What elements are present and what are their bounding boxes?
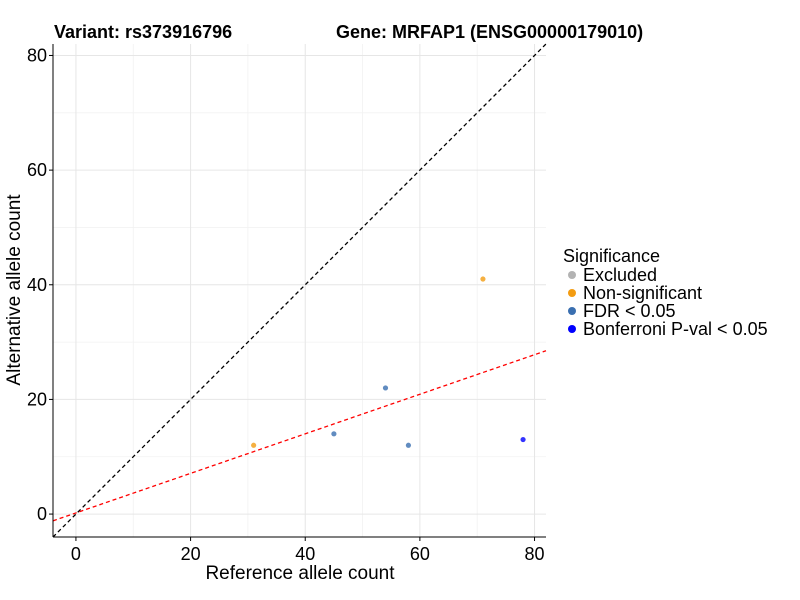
x-tick-label: 20: [181, 544, 201, 564]
legend-label: Excluded: [583, 265, 657, 285]
minor-grid: [53, 44, 546, 537]
reference-line-identity: [52, 43, 547, 538]
x-tick-label: 80: [525, 544, 545, 564]
x-axis-title: Reference allele count: [205, 563, 395, 584]
data-point: [480, 276, 486, 282]
plot-area: [52, 43, 547, 538]
data-point: [382, 385, 389, 391]
data-point: [331, 431, 337, 437]
legend-label: Bonferroni P-val < 0.05: [583, 319, 768, 339]
y-tick-label: 80: [27, 45, 47, 65]
x-tick-label: 0: [71, 544, 81, 564]
data-point: [520, 436, 526, 443]
legend-swatch: [568, 307, 576, 315]
y-ticks: 0 20 40 60 80: [27, 45, 53, 524]
gene-title: Gene: MRFAP1 (ENSG00000179010): [336, 22, 643, 42]
data-point: [405, 442, 412, 448]
x-tick-label: 60: [410, 544, 430, 564]
x-tick-label: 40: [295, 544, 315, 564]
y-tick-label: 0: [37, 504, 47, 524]
legend: Significance ExcludedNon-significantFDR …: [563, 246, 768, 339]
legend-label: FDR < 0.05: [583, 301, 676, 321]
legend-swatch: [568, 325, 576, 333]
y-tick-label: 20: [27, 389, 47, 409]
data-points: [251, 276, 526, 448]
major-grid: [53, 44, 546, 537]
reference-line-fit: [52, 350, 547, 522]
x-ticks: 0 20 40 60 80: [71, 537, 545, 564]
y-tick-label: 40: [27, 275, 47, 295]
legend-label: Non-significant: [583, 283, 702, 303]
y-tick-label: 60: [27, 160, 47, 180]
legend-swatch: [568, 271, 576, 279]
data-point: [251, 442, 257, 448]
legend-title: Significance: [563, 246, 660, 266]
reference-lines: [52, 43, 547, 538]
legend-swatch: [568, 289, 576, 297]
variant-title: Variant: rs373916796: [54, 22, 232, 42]
y-axis-title: Alternative allele count: [4, 194, 25, 386]
axes: 0 20 40 60 80 0 20 40 60 80: [27, 44, 546, 564]
